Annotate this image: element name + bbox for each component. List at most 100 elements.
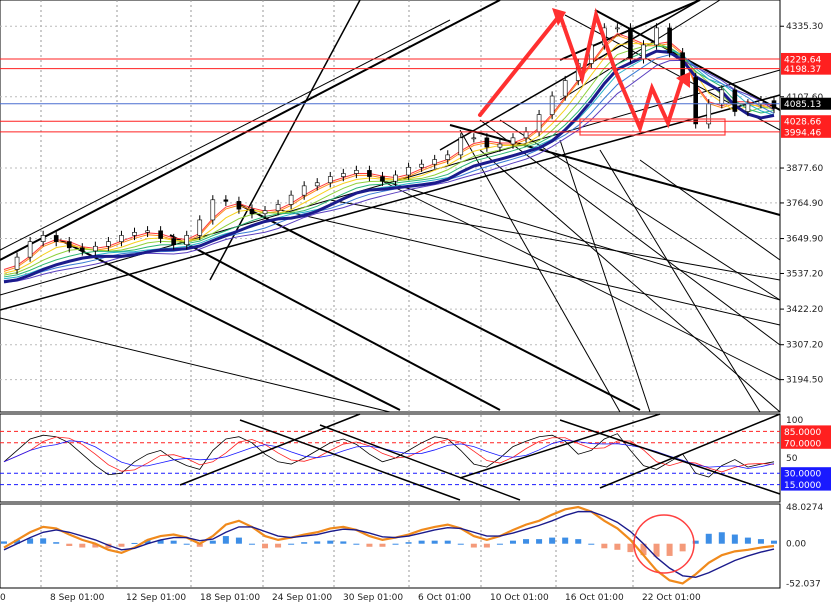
candle-body [210, 199, 216, 221]
macd-bar [536, 539, 543, 544]
candle-body [197, 219, 203, 236]
rsi-level-label: 70.0000 [784, 439, 821, 449]
candle-body [536, 114, 542, 132]
candle-body [158, 230, 163, 239]
macd-bar [509, 540, 516, 544]
candle-body [745, 103, 751, 112]
candle-body [145, 230, 150, 233]
macd-bar [288, 543, 295, 545]
candle-body [93, 245, 98, 252]
macd-bar [1, 541, 7, 544]
rsi-level-label: 30.0000 [784, 470, 821, 480]
macd-bar [14, 539, 21, 544]
candle-body [549, 95, 555, 115]
candle-body [445, 154, 451, 160]
macd-bar [66, 543, 73, 546]
macd-bar [209, 540, 216, 544]
candle-body [275, 204, 281, 211]
macd-bar [92, 543, 99, 548]
macd-bar [222, 536, 229, 544]
candle-body [628, 27, 633, 60]
macd-bar [744, 537, 751, 544]
macd-bar [757, 539, 764, 544]
candle-body [510, 137, 516, 145]
macd-bar [40, 538, 47, 544]
y-tick-label: 3537.20 [786, 269, 823, 279]
macd-bar [392, 543, 399, 545]
macd-bar [653, 543, 660, 557]
macd-bar [301, 542, 308, 544]
candle-body [184, 235, 190, 246]
macd-bar [470, 543, 477, 548]
candle-body [236, 201, 242, 210]
x-tick-label: 24 Sep 01:00 [272, 593, 332, 603]
macd-bar [340, 541, 347, 544]
candle-body [106, 241, 111, 247]
candle-body [771, 100, 777, 109]
macd-bar [366, 543, 373, 547]
macd-bar [327, 540, 334, 544]
rsi-levels [0, 430, 780, 486]
x-tick-label: 16 Oct 01:00 [565, 593, 624, 603]
macd-bar [183, 543, 190, 545]
macd-bar [275, 543, 282, 548]
macd-bar [314, 541, 321, 544]
price-tag [781, 97, 831, 110]
candle-body [693, 77, 698, 125]
x-tick-label: 12 Sep 01:00 [126, 593, 186, 603]
candle-body [223, 199, 229, 202]
macd-bar [353, 543, 360, 545]
candle-body [484, 137, 490, 148]
trendlines [0, 0, 781, 413]
macd-bar [705, 533, 712, 544]
macd-bar [262, 543, 269, 549]
macd-bar [144, 539, 151, 544]
candle-body [249, 208, 255, 215]
candle-body [641, 44, 646, 60]
candle-body [171, 238, 176, 246]
candle-body [327, 176, 333, 184]
macd-bar [562, 537, 569, 544]
macd-bar [405, 542, 412, 544]
macd-bar [53, 542, 60, 544]
rsi-trendlines [179, 413, 781, 501]
signal-line [3, 510, 775, 579]
y-tick-label: 3194.50 [786, 376, 823, 386]
candle-body [301, 185, 307, 196]
macd-bar [170, 540, 177, 544]
candle-body [53, 235, 59, 242]
y-tick-label: 3877.60 [786, 164, 823, 174]
price-levels [0, 58, 780, 133]
candle-body [719, 89, 725, 105]
candle-body [132, 232, 137, 236]
candle-body [354, 170, 359, 174]
candle-body [562, 80, 568, 97]
candle-body [288, 194, 294, 205]
y-tick-label: 3422.20 [786, 305, 823, 315]
macd-bar [431, 540, 438, 544]
macd-bar [601, 543, 608, 549]
time-axis: 0 8 Sep 01:00 12 Sep 01:00 18 Sep 01:00 24 S… [0, 593, 701, 603]
rsi-level-label: 15.0000 [784, 481, 821, 491]
candle-body [80, 247, 85, 252]
macd-bar [496, 543, 503, 545]
macd-bar [692, 540, 699, 544]
rsi-tick-label: 100 [786, 416, 803, 426]
x-tick-label: 10 Oct 01:00 [490, 593, 549, 603]
ma-line [3, 54, 775, 282]
support-zone-box [579, 118, 726, 136]
candle-body [367, 170, 372, 177]
macd-bar [118, 543, 125, 547]
candle-body [393, 174, 398, 182]
macd-tick-label: 48.0274 [786, 503, 823, 513]
candle-body [14, 256, 20, 270]
macd-bar [235, 537, 242, 544]
x-tick-label: 8 Sep 01:00 [50, 593, 105, 603]
macd-bar [79, 543, 86, 548]
price-tag-label: 4198.37 [784, 65, 821, 75]
macd-bar [457, 543, 464, 545]
price-tag-label: 4028.66 [784, 118, 821, 128]
rsi-panel [0, 413, 781, 503]
